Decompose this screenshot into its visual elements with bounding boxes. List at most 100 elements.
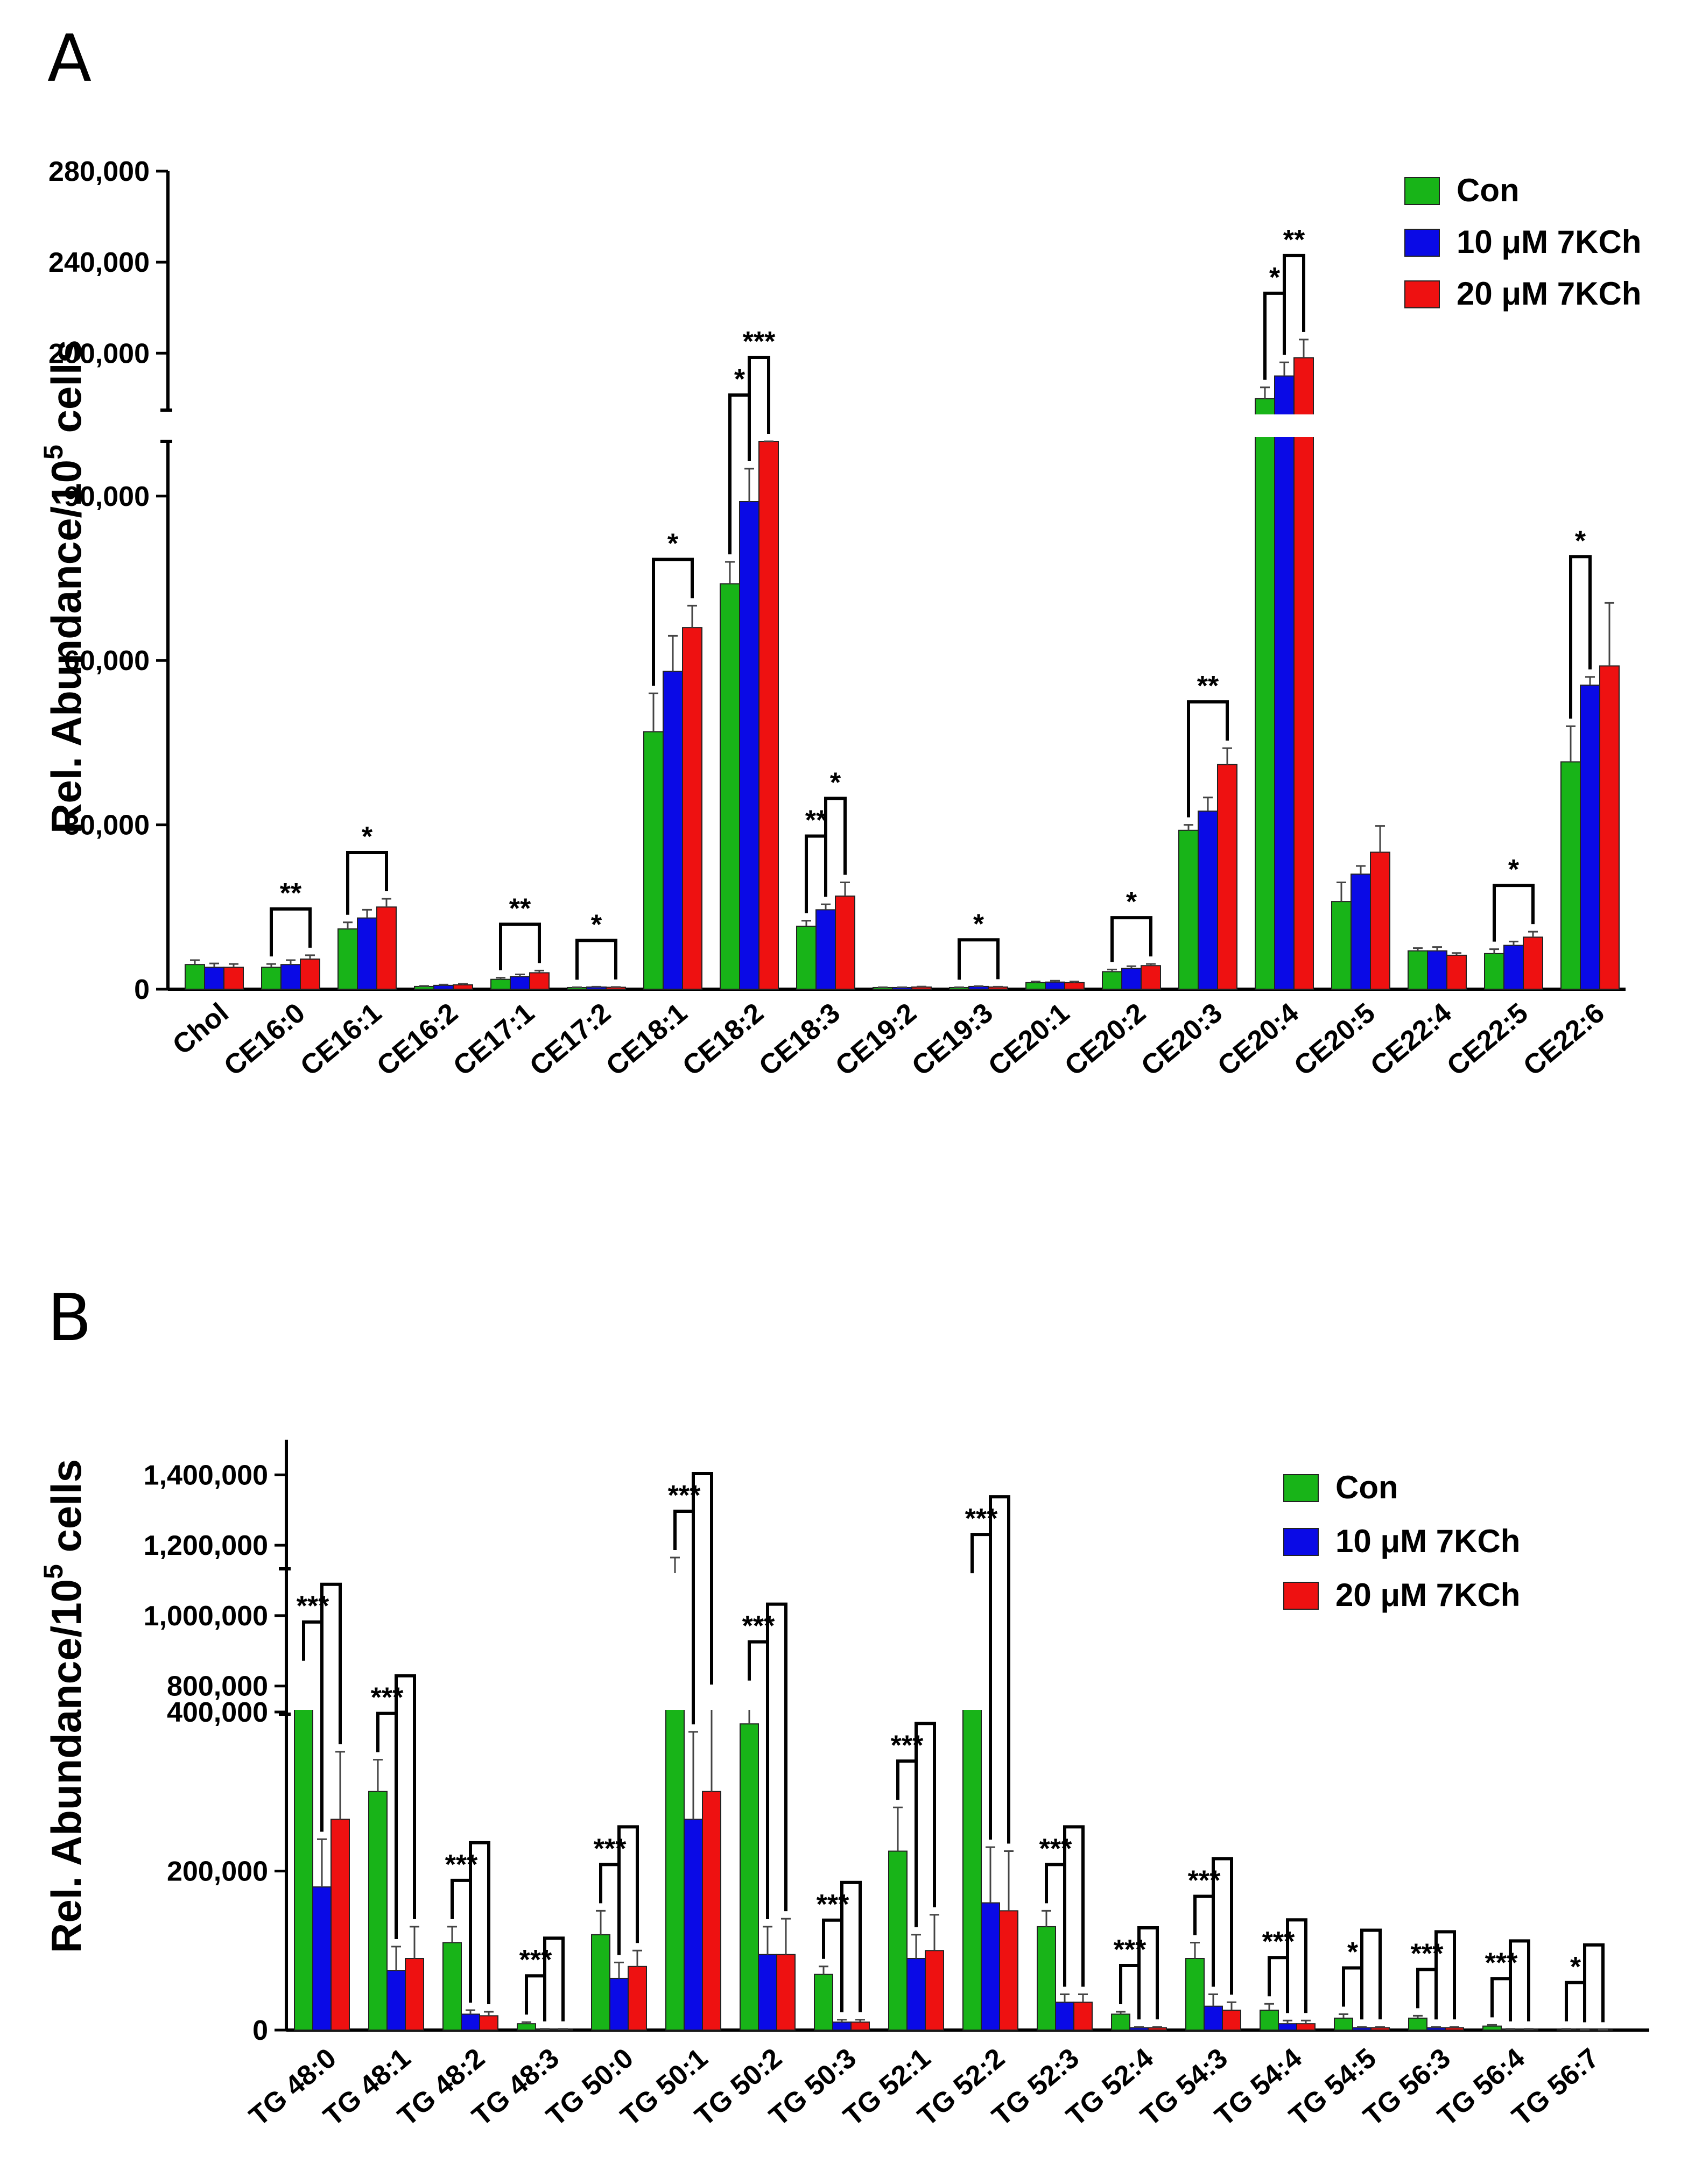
significance-bracket xyxy=(1569,555,1592,719)
y-tick-label: 0 xyxy=(134,974,150,1005)
bar-20uM xyxy=(330,1819,350,2031)
bar-10uM xyxy=(739,501,759,990)
y-tick-label: 400,000 xyxy=(167,1697,268,1728)
x-tick-label: CE16:0 xyxy=(218,997,311,1082)
bar-20uM xyxy=(1445,2027,1464,2031)
bar-con xyxy=(490,978,511,990)
significance-label: *** xyxy=(297,1591,329,1622)
significance-label: * xyxy=(1508,854,1520,885)
bar-10uM xyxy=(1198,811,1218,990)
significance-label: * xyxy=(1269,262,1281,293)
bar-10uM xyxy=(684,1819,703,2031)
significance-label: *** xyxy=(594,1833,627,1864)
bar-20uM xyxy=(1523,936,1543,990)
significance-label: ** xyxy=(805,805,827,836)
significance-label: * xyxy=(1347,1936,1359,1968)
y-tick-label: 30,000 xyxy=(64,810,150,841)
significance-bracket xyxy=(824,797,847,897)
legend-label: 10 μM 7KCh xyxy=(1457,224,1641,260)
significance-bracket xyxy=(1583,1943,1605,2023)
bar-con xyxy=(1111,2013,1130,2031)
bar-con xyxy=(414,985,434,990)
significance-bracket xyxy=(270,907,312,957)
bar-20uM xyxy=(1296,2023,1316,2031)
bar-10uM xyxy=(758,1954,777,2031)
significance-bracket xyxy=(1212,1857,1233,1995)
bar-20uM xyxy=(1599,665,1620,990)
significance-label: * xyxy=(591,909,602,940)
x-tick-label: CE17:1 xyxy=(447,997,540,1082)
y-tick-label: 240,000 xyxy=(48,247,150,278)
significance-bracket xyxy=(575,939,617,980)
bar-con xyxy=(337,928,358,990)
bar-10uM xyxy=(280,964,301,990)
bar-con xyxy=(591,1934,610,2031)
significance-bracket xyxy=(840,1880,862,2012)
bar-20uM xyxy=(1293,357,1314,990)
significance-bracket xyxy=(395,1674,416,1939)
bar-con xyxy=(796,925,817,990)
significance-bracket xyxy=(346,851,388,915)
significance-bracket xyxy=(1434,1930,1456,2020)
x-tick-label: CE20:4 xyxy=(1212,997,1304,1082)
bar-con xyxy=(517,2023,536,2031)
bar-con xyxy=(814,1974,833,2031)
bar-10uM xyxy=(832,2021,852,2031)
x-tick-label: CE20:5 xyxy=(1288,997,1381,1082)
significance-bracket xyxy=(1283,253,1305,355)
bar-10uM xyxy=(981,1902,1000,2031)
y-axis-title-superscript: 5 xyxy=(38,445,68,460)
bar-20uM xyxy=(1064,982,1085,990)
bar-con xyxy=(1484,953,1504,990)
significance-label: *** xyxy=(743,326,776,357)
significance-bracket xyxy=(499,922,541,970)
bar-20uM xyxy=(925,1950,944,2031)
bar-con xyxy=(888,1850,908,2031)
significance-label: * xyxy=(1570,1951,1581,1983)
significance-label: *** xyxy=(742,1611,775,1642)
bar-con xyxy=(1560,761,1581,990)
x-tick-label: CE22:4 xyxy=(1365,997,1457,1082)
bar-con xyxy=(1255,398,1275,990)
bar-20uM xyxy=(850,2021,870,2031)
bar-20uM xyxy=(1370,2027,1390,2031)
axis-break-gap xyxy=(170,414,1628,437)
significance-label: * xyxy=(1126,886,1137,918)
bar-con xyxy=(1102,971,1122,990)
bar-20uM xyxy=(776,1954,796,2031)
bar-con xyxy=(442,1942,462,2031)
significance-label: *** xyxy=(1039,1833,1072,1864)
bar-con xyxy=(1408,2017,1427,2031)
bar-con xyxy=(294,1703,313,2031)
bar-con xyxy=(261,967,282,990)
bar-10uM xyxy=(663,671,683,990)
x-tick-label: CE16:2 xyxy=(371,997,463,1082)
significance-bracket xyxy=(1137,1926,1159,2020)
legend-label: 10 μM 7KCh xyxy=(1335,1523,1520,1559)
significance-label: *** xyxy=(1411,1938,1444,1969)
legend-swatch xyxy=(1404,229,1440,257)
y-tick-label: 60,000 xyxy=(64,645,150,677)
significance-label: * xyxy=(1575,525,1586,556)
bar-20uM xyxy=(682,627,702,990)
bar-10uM xyxy=(204,967,224,990)
bar-20uM xyxy=(999,1910,1018,2031)
bar-con xyxy=(1185,1958,1205,2031)
bar-20uM xyxy=(1370,851,1390,990)
bar-10uM xyxy=(1352,2027,1372,2031)
significance-bracket xyxy=(766,1602,787,1919)
bar-10uM xyxy=(312,1886,332,2031)
significance-label: ** xyxy=(1197,671,1219,702)
y-tick-label: 1,000,000 xyxy=(144,1601,268,1632)
legend-label: Con xyxy=(1457,172,1520,208)
bar-20uM xyxy=(1446,954,1467,990)
bar-con xyxy=(1331,901,1352,990)
bar-con xyxy=(368,1791,388,2031)
significance-label: ** xyxy=(509,893,531,924)
legend-swatch xyxy=(1404,177,1440,205)
legend-label: 20 μM 7KCh xyxy=(1457,276,1641,312)
bar-10uM xyxy=(1055,2002,1074,2031)
y-axis-title-superscript: 5 xyxy=(38,1564,68,1579)
significance-bracket xyxy=(1286,1918,1307,2013)
x-tick-label: CE19:3 xyxy=(906,997,998,1082)
